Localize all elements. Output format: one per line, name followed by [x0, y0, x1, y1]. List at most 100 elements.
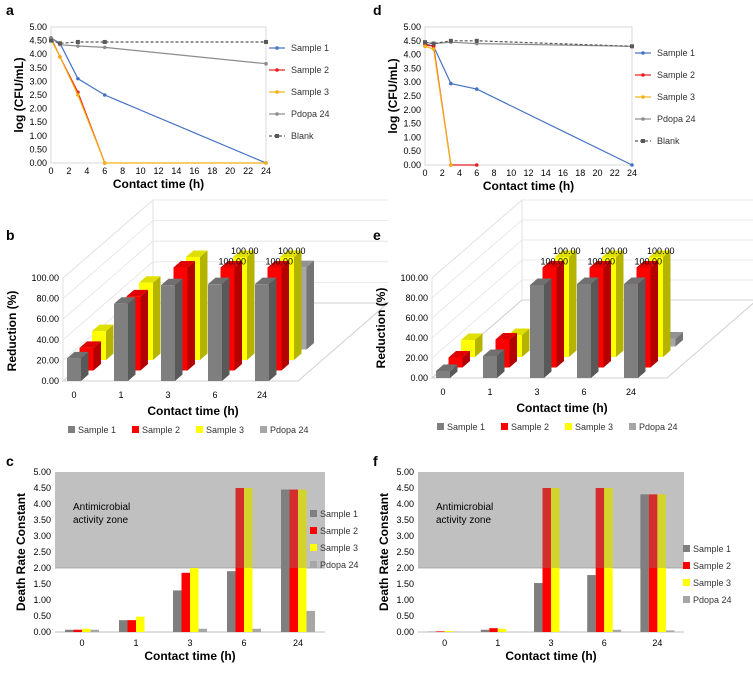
bar-side: [650, 261, 658, 368]
y-tick-label: 2.00: [396, 563, 414, 573]
bar: [136, 616, 145, 632]
legend-marker: [641, 117, 645, 121]
bar: [161, 285, 175, 381]
x-tick-label: 0: [48, 166, 53, 176]
x-tick-label: 14: [541, 168, 551, 178]
bar: [235, 488, 244, 632]
bar-top: [461, 333, 483, 340]
legend-label: Sample 2: [511, 422, 549, 432]
bar: [648, 494, 658, 632]
bar: [542, 488, 551, 632]
legend-swatch: [437, 423, 444, 430]
legend-marker: [641, 73, 645, 77]
bar-top: [79, 341, 101, 348]
bar-side: [475, 333, 483, 357]
data-point: [449, 81, 453, 86]
bar-top: [483, 349, 505, 356]
bar-side: [247, 250, 255, 360]
gridline: [431, 259, 753, 339]
bar-zone-overlay: [281, 489, 290, 568]
bar-top: [139, 276, 161, 283]
legend-label: Sample 2: [657, 70, 695, 80]
data-label: 100.00: [278, 246, 306, 256]
x-tick-label: 0: [422, 168, 427, 178]
bar: [90, 629, 99, 632]
y-tick-label: 4.50: [403, 36, 421, 46]
x-tick-label: 0: [442, 638, 447, 648]
data-point: [474, 163, 479, 167]
legend-swatch: [132, 426, 139, 433]
bar-side: [140, 289, 148, 371]
bar: [289, 489, 298, 632]
legend-swatch: [310, 510, 317, 517]
y-axis-label: Death Rate Constant: [14, 493, 28, 611]
y-tick-label: 1.50: [29, 117, 47, 127]
bar-zone-overlay: [657, 494, 666, 568]
x-tick-label: 18: [207, 166, 217, 176]
panel-letter-c: c: [6, 453, 14, 469]
y-tick-label: 4.50: [29, 36, 47, 46]
bar: [657, 494, 666, 632]
series-line: [424, 45, 452, 166]
panel-letter-f: f: [373, 453, 378, 469]
y-tick-label: 2.00: [33, 563, 51, 573]
x-tick-label: 6: [602, 638, 607, 648]
bar: [181, 572, 190, 632]
y-tick-label: 2.50: [29, 90, 47, 100]
y-tick-label: 80.00: [405, 293, 428, 303]
bar-zone-overlay: [640, 494, 649, 568]
x-tick-label: 3: [187, 638, 192, 648]
x-axis-label: Contact time (h): [483, 179, 574, 193]
bar-top: [92, 324, 114, 332]
bar-top: [530, 278, 552, 285]
bar-zone-overlay: [542, 488, 551, 568]
legend-swatch: [260, 426, 267, 433]
bar-top: [255, 277, 277, 285]
bar: [497, 628, 507, 632]
data-point: [448, 38, 453, 43]
bar-top: [636, 261, 658, 268]
legend-label: Pdopa 24: [657, 114, 696, 124]
bar-side: [544, 278, 552, 378]
y-tick-label: 3.00: [29, 76, 47, 86]
bar-top: [173, 261, 195, 268]
bar-top: [602, 250, 624, 257]
y-tick-label: 3.00: [33, 531, 51, 541]
y-axis-label: Death Rate Constant: [377, 493, 391, 611]
x-axis-label: Contact time (h): [505, 649, 596, 663]
bar: [612, 629, 622, 632]
data-point: [58, 55, 62, 59]
y-tick-label: 2.50: [396, 547, 414, 557]
bar-side: [294, 250, 302, 360]
bar: [551, 488, 560, 632]
x-tick-label: 1: [133, 638, 138, 648]
bar-top: [208, 277, 230, 285]
y-tick-label: 4.00: [33, 499, 51, 509]
y-tick-label: 0.00: [41, 376, 59, 386]
y-axis-label: log (CFU/mL): [386, 58, 400, 133]
x-tick-label: 6: [581, 387, 586, 397]
bar-top: [126, 289, 148, 297]
legend-swatch: [310, 544, 317, 551]
bar: [530, 285, 544, 378]
x-axis-label: Contact time (h): [147, 404, 238, 418]
data-point: [431, 47, 436, 51]
bar-side: [556, 261, 564, 368]
data-label: 100.00: [647, 246, 675, 256]
legend-label: Pdopa 24: [320, 560, 359, 570]
bar: [198, 628, 207, 632]
y-tick-label: 1.00: [396, 595, 414, 605]
x-tick-label: 20: [592, 168, 602, 178]
plot-area: [50, 26, 267, 164]
x-tick-label: 0: [79, 638, 84, 648]
bar-side: [281, 261, 289, 371]
legend-label: Sample 3: [291, 87, 329, 97]
legend-swatch: [683, 596, 690, 603]
x-tick-label: 1: [487, 387, 492, 397]
data-point: [264, 61, 268, 66]
x-tick-label: 6: [474, 168, 479, 178]
y-tick-label: 100.00: [400, 273, 428, 283]
data-point: [423, 40, 427, 45]
x-tick-label: 12: [153, 166, 163, 176]
